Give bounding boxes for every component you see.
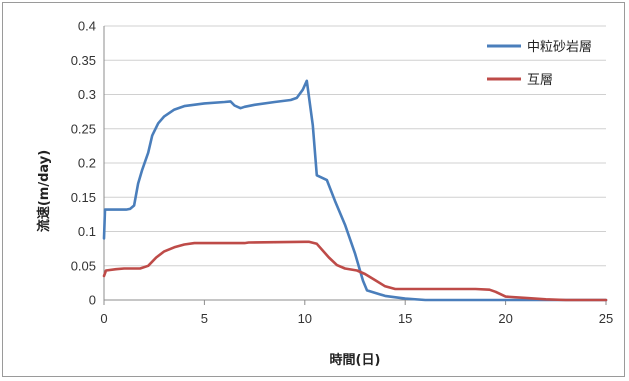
x-axis-title: 時間(日): [330, 352, 381, 368]
series-lines: [102, 79, 608, 302]
x-tick-labels: 0 5 10 15 20 25: [100, 311, 613, 326]
series-line-0: [102, 79, 608, 302]
y-tick-label: 0.25: [71, 121, 96, 136]
x-tick-label: 20: [498, 311, 512, 326]
series-line-1: [102, 240, 608, 302]
y-tick-label: 0.1: [78, 224, 96, 239]
x-tick-label: 10: [298, 311, 312, 326]
y-tick-label: 0.05: [71, 258, 96, 273]
x-tick-label: 15: [398, 311, 412, 326]
legend-label-1: 互層: [527, 73, 553, 88]
axes: [103, 26, 607, 305]
chart-frame: [2, 2, 625, 377]
gridlines: [104, 25, 606, 267]
legend-label-0: 中粒砂岩層: [527, 40, 592, 55]
y-tick-label: 0.4: [78, 19, 96, 34]
y-tick-labels: 0 0.05 0.1 0.15 0.2 0.25 0.3 0.35 0.4: [71, 19, 96, 308]
x-tick-label: 0: [100, 311, 107, 326]
x-tick-label: 5: [201, 311, 208, 326]
y-tick-label: 0.15: [71, 190, 96, 205]
y-tick-label: 0: [89, 293, 96, 308]
y-tick-label: 0.35: [71, 53, 96, 68]
y-tick-label: 0.3: [78, 87, 96, 102]
y-axis-title: 流速(m/day): [36, 150, 52, 232]
y-tick-label: 0.2: [78, 156, 96, 171]
x-tick-label: 25: [599, 311, 613, 326]
